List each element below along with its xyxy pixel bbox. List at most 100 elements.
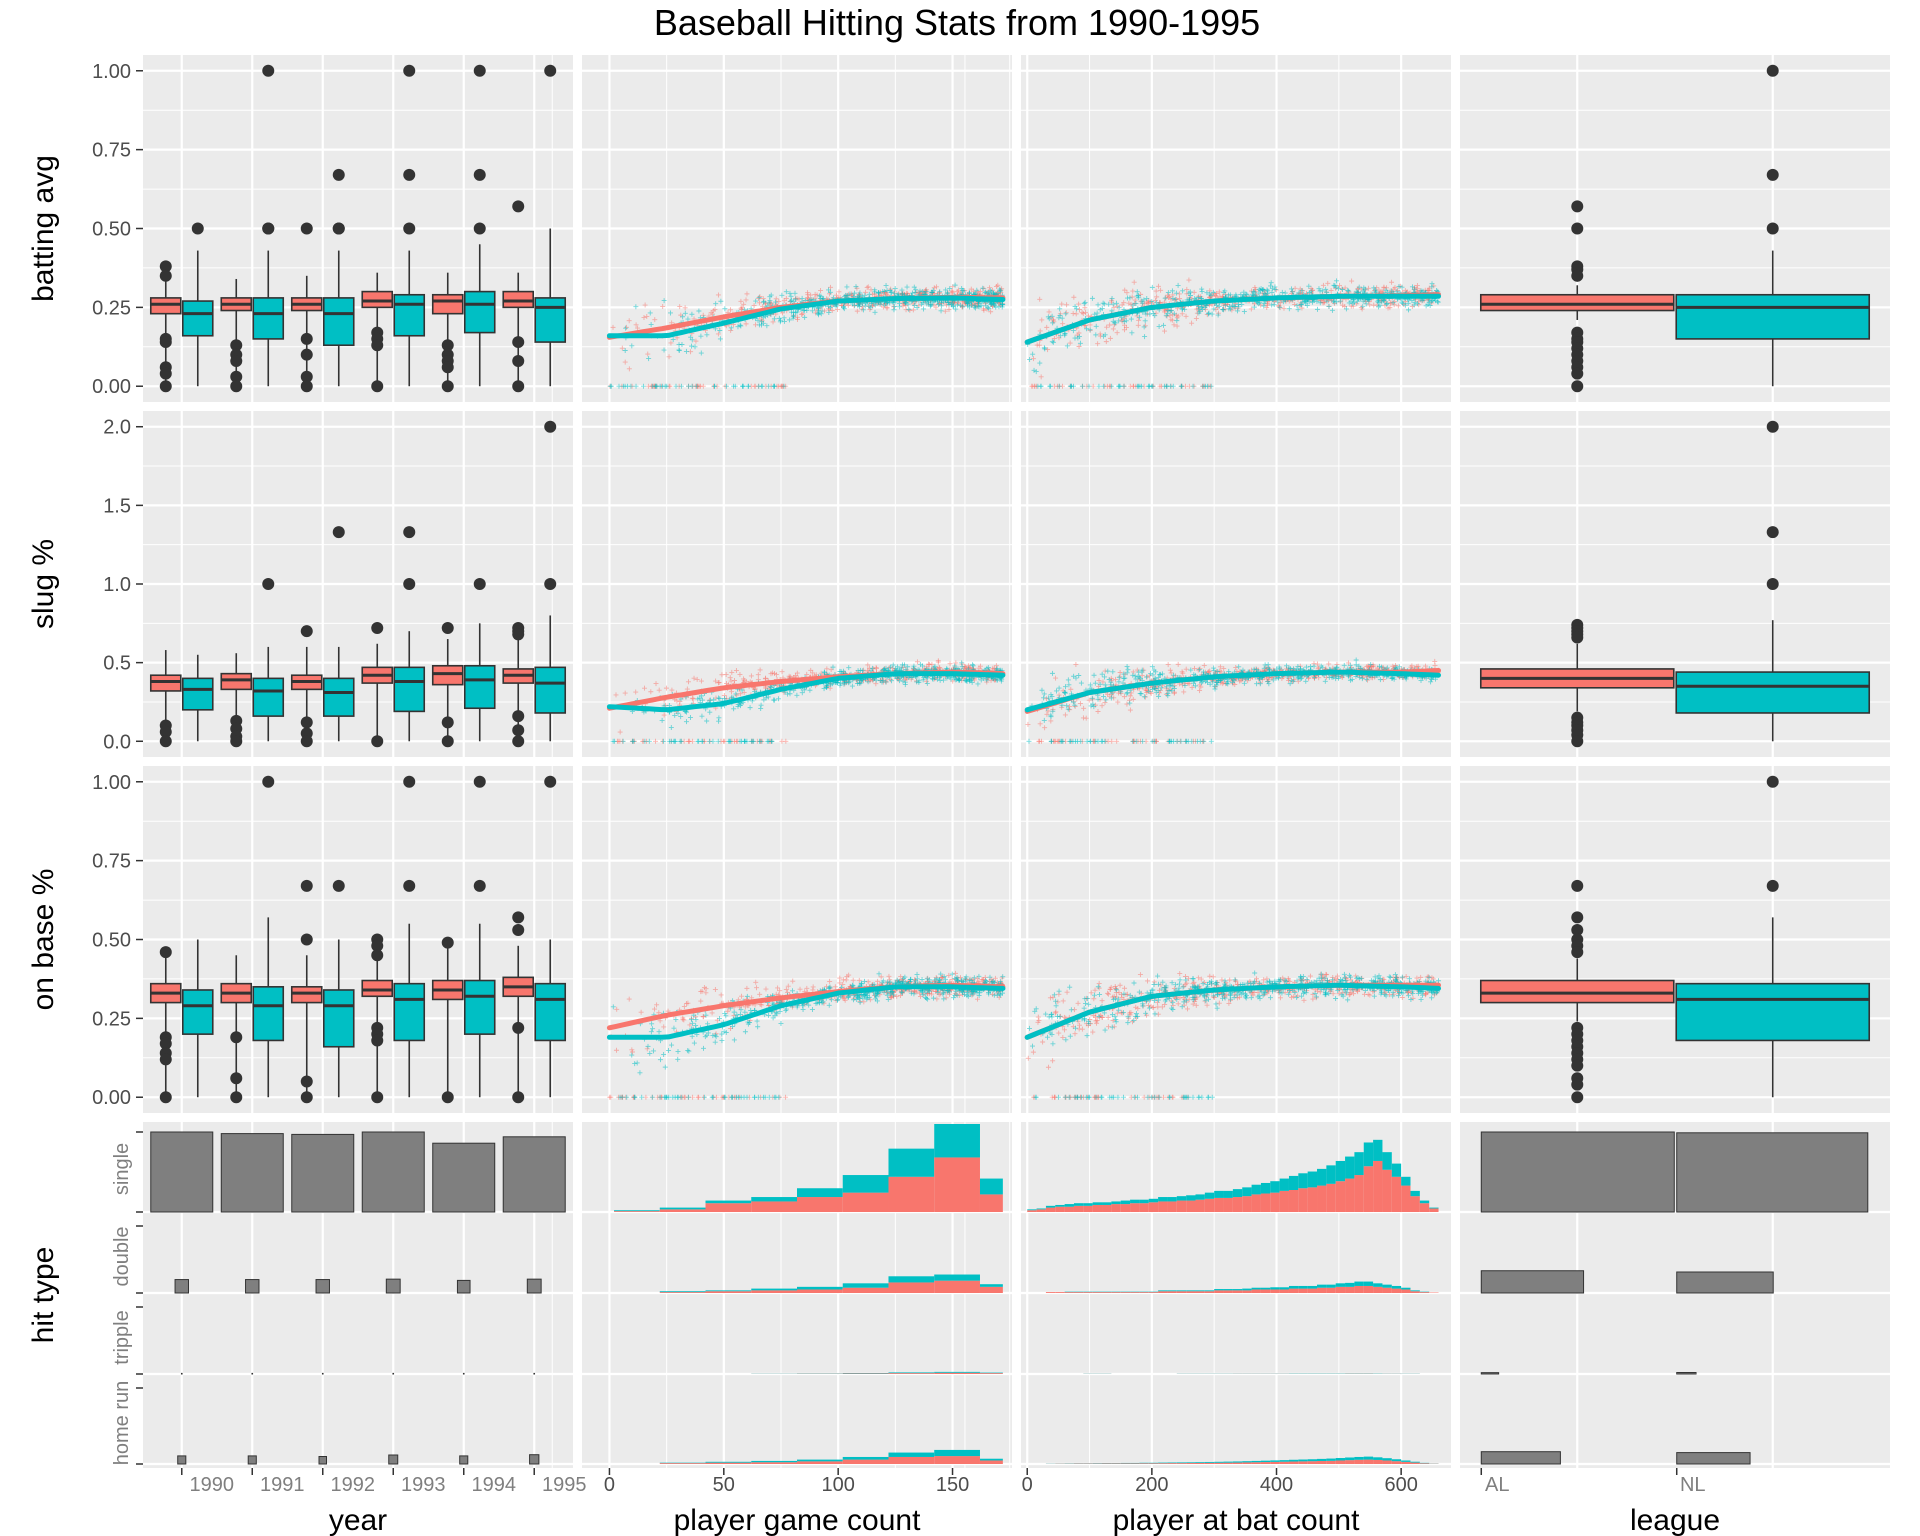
scatter-point	[673, 383, 679, 389]
scatter-point	[808, 292, 814, 298]
scatter-point	[1155, 283, 1161, 289]
scatter-point	[891, 307, 897, 313]
outlier-point	[1766, 526, 1779, 539]
scatter-point	[872, 302, 878, 308]
scatter-point	[868, 305, 874, 311]
scatter-point	[1067, 340, 1073, 346]
scatter-point	[790, 309, 796, 315]
box	[534, 982, 567, 1042]
scatter-point	[787, 290, 793, 296]
scatter-point	[1153, 288, 1159, 294]
scatter-point	[1317, 300, 1323, 306]
scatter-point	[1268, 280, 1274, 286]
outlier-point	[441, 339, 454, 352]
scatter-points	[1025, 277, 1441, 389]
panel-background	[143, 1122, 573, 1468]
outlier-point	[473, 578, 486, 590]
scatter-point	[1174, 323, 1180, 329]
scatter-point	[661, 298, 667, 304]
scatter-point	[1082, 299, 1088, 305]
scatter-point	[905, 301, 911, 307]
scatter-point	[1082, 305, 1088, 311]
outlier-point	[230, 354, 243, 367]
scatter-point	[951, 303, 957, 309]
scatter-point	[792, 290, 798, 296]
outlier-point	[1571, 911, 1584, 924]
scatter-point	[685, 316, 691, 322]
scatter-point	[610, 324, 616, 330]
scatter-point	[975, 304, 981, 310]
scatter-point	[946, 307, 952, 313]
scatter-point	[623, 325, 629, 331]
scatter-point	[950, 304, 956, 310]
scatter-point	[683, 348, 689, 354]
scatter-point	[1138, 291, 1144, 297]
scatter-point	[990, 300, 996, 306]
scatter-point	[1097, 331, 1103, 337]
scatter-point	[635, 325, 641, 331]
outlier-point	[230, 380, 243, 393]
scatter-point	[783, 289, 789, 295]
outlier-point	[300, 879, 313, 892]
outlier-point	[159, 380, 172, 393]
scatter-point	[652, 317, 658, 323]
outlier-point	[1571, 200, 1584, 213]
scatter-point	[781, 298, 787, 304]
scatter-point	[1177, 296, 1183, 302]
scatter-point	[682, 310, 688, 316]
scatter-point	[756, 300, 762, 306]
scatter-point	[1077, 307, 1083, 313]
scatter-point	[1149, 284, 1155, 290]
outlier-point	[371, 735, 384, 748]
scatter-point	[781, 383, 787, 389]
box	[149, 297, 182, 315]
outlier-point	[159, 1091, 172, 1104]
outlier-point	[441, 716, 454, 729]
scatter-point	[1384, 285, 1390, 291]
scatter-point	[766, 300, 772, 306]
scatter-point	[764, 323, 770, 329]
outlier-point	[403, 168, 416, 181]
scatter-point	[1110, 326, 1116, 332]
scatter-point	[704, 332, 710, 338]
scatter-point	[828, 284, 834, 290]
scatter-point	[776, 298, 782, 304]
scatter-point	[642, 302, 648, 308]
scatter-point	[863, 289, 869, 295]
scatter-point	[692, 344, 698, 350]
outlier-point	[1571, 735, 1584, 748]
scatter-point	[1174, 318, 1180, 324]
scatter-point	[919, 301, 925, 307]
scatter-point	[1342, 285, 1348, 291]
outlier-point	[262, 775, 275, 788]
scatter-point	[836, 289, 842, 295]
scatter-point	[722, 306, 728, 312]
scatter-point	[1277, 300, 1283, 306]
scatter-point	[709, 311, 715, 317]
outlier-point	[441, 622, 454, 635]
scatter-point	[694, 383, 700, 389]
scatter-point	[745, 383, 751, 389]
scatter-point	[1350, 303, 1356, 309]
scatter-point	[682, 305, 688, 311]
box	[361, 979, 394, 998]
scatter-point	[1107, 335, 1113, 341]
outlier-point	[403, 578, 416, 590]
outlier-point	[300, 348, 313, 361]
outlier-point	[1766, 578, 1779, 590]
outlier-point	[1766, 64, 1779, 77]
scatter-point	[933, 304, 939, 310]
outlier-point	[230, 1031, 243, 1044]
outlier-point	[230, 735, 243, 748]
outlier-point	[403, 222, 416, 235]
box	[393, 982, 426, 1042]
scatter-point	[917, 288, 923, 294]
outlier-point	[371, 622, 384, 635]
scatter-point	[670, 336, 676, 342]
box	[322, 297, 355, 347]
scatter-point	[1193, 315, 1199, 321]
outlier-point	[371, 1091, 384, 1104]
box	[181, 300, 214, 337]
scatter-point	[800, 311, 806, 317]
outlier-point	[473, 222, 486, 235]
